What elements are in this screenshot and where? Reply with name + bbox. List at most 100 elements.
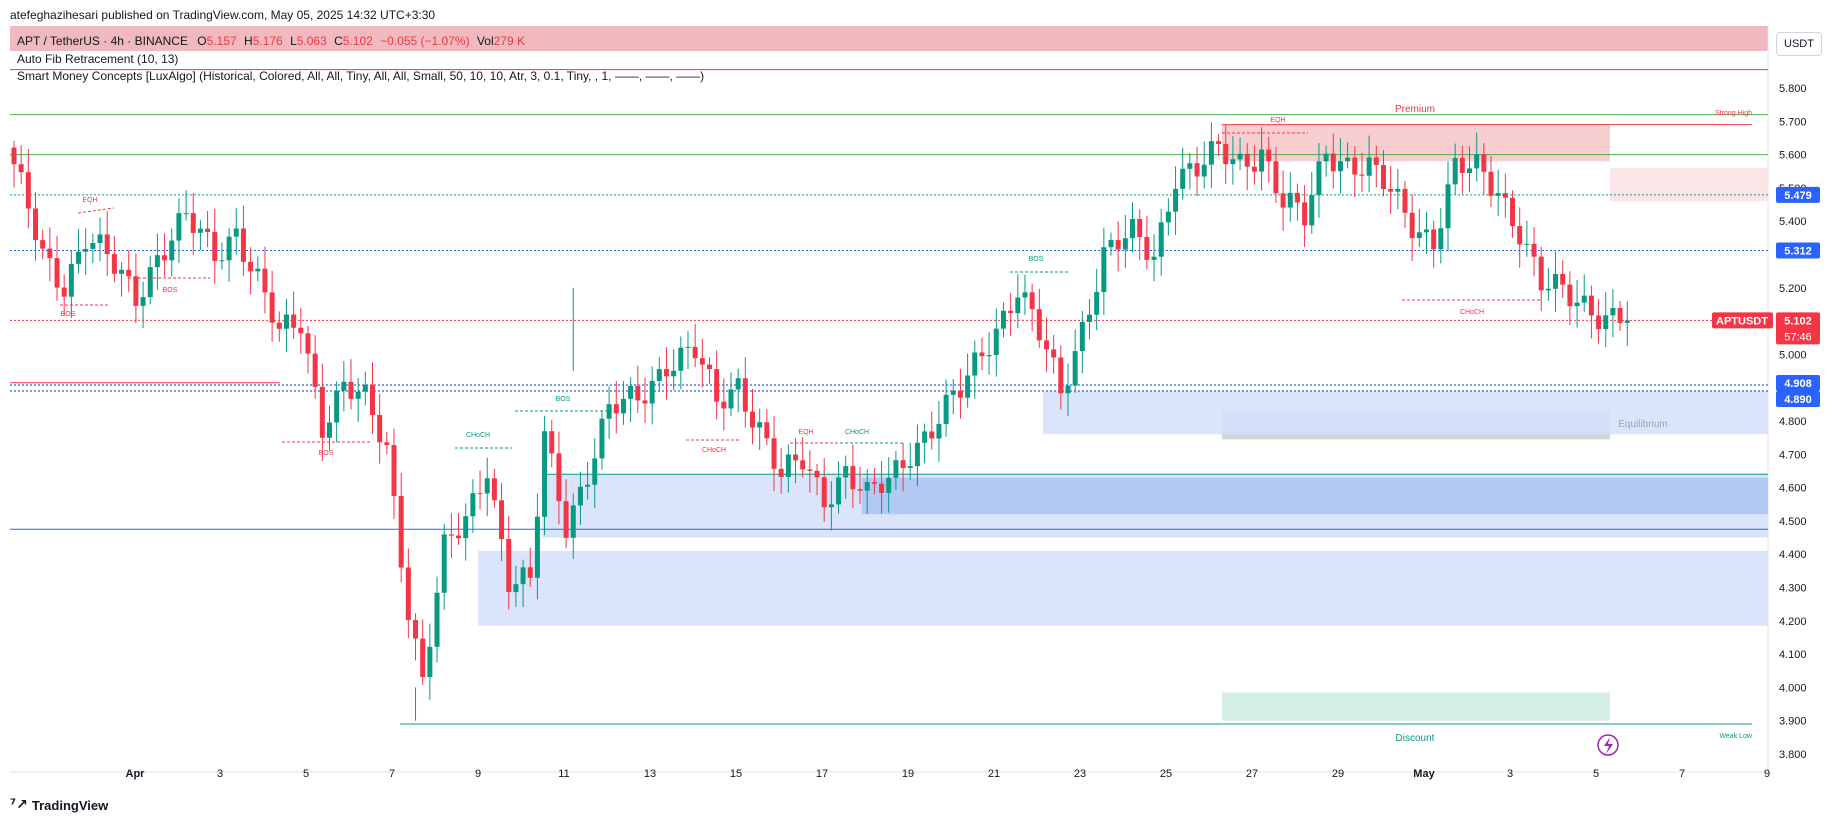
high-label: H — [244, 34, 253, 48]
candle-body — [871, 482, 877, 484]
time-tick: May — [1413, 768, 1435, 780]
candle — [499, 483, 505, 562]
candle-body — [1216, 141, 1222, 145]
candle-body — [613, 404, 619, 414]
zone-ob-4 — [478, 550, 1768, 626]
candle — [993, 308, 999, 377]
candle — [542, 415, 548, 536]
time-tick: 17 — [816, 768, 828, 780]
candle — [305, 325, 311, 374]
price-tick: 5.800 — [1779, 83, 1807, 95]
candle — [434, 576, 440, 663]
candle-body — [326, 422, 332, 438]
candle-body — [434, 592, 440, 647]
tradingview-logo[interactable]: ⁷↗ TradingView — [10, 797, 108, 813]
candle-body — [1237, 153, 1243, 160]
candle-body — [1553, 273, 1559, 289]
tradingview-logo-icon: ⁷↗ — [10, 797, 28, 813]
candle — [413, 613, 419, 661]
candle — [1058, 345, 1064, 410]
candle-body — [11, 147, 17, 165]
candle — [642, 377, 648, 423]
candle — [714, 350, 720, 420]
candle-body — [255, 268, 261, 272]
candle-body — [1251, 166, 1257, 172]
candle-body — [1467, 168, 1473, 173]
candle — [1151, 234, 1157, 282]
candle — [334, 381, 340, 443]
candle-body — [671, 370, 677, 377]
candle — [520, 559, 526, 608]
indicator-smc[interactable]: Smart Money Concepts [LuxAlgo] (Historic… — [17, 69, 705, 83]
candle — [398, 472, 404, 583]
candle-body — [47, 248, 53, 259]
candle-body — [628, 385, 634, 399]
candle — [879, 461, 885, 514]
candle — [312, 335, 318, 399]
candle — [1588, 285, 1594, 339]
candle — [1603, 292, 1609, 348]
candle — [262, 246, 268, 314]
candle — [1380, 149, 1386, 197]
candle-body — [147, 267, 153, 298]
candle — [391, 428, 397, 520]
candle — [240, 205, 246, 276]
candle — [1122, 214, 1128, 268]
candle-body — [1259, 149, 1265, 172]
candle-body — [1051, 349, 1057, 358]
candle-body — [850, 466, 856, 490]
candle-body — [728, 389, 734, 409]
candle — [692, 323, 698, 368]
symbol-legend[interactable]: APT / TetherUS · 4h · BINANCE O5.157 H5.… — [17, 34, 525, 48]
candle-body — [843, 466, 849, 478]
candle — [1345, 142, 1351, 169]
candle — [1596, 298, 1602, 344]
candle-body — [1610, 308, 1616, 316]
candle-body — [1294, 192, 1300, 203]
candle-body — [678, 347, 684, 371]
candle — [1423, 211, 1429, 254]
candle-body — [18, 164, 24, 173]
last-price-bg — [1776, 312, 1820, 345]
price-tick: 4.500 — [1779, 516, 1807, 528]
candle-body — [1596, 315, 1602, 330]
candle-body — [979, 352, 985, 357]
candle — [943, 379, 949, 437]
candle — [1402, 180, 1408, 228]
candle-body — [491, 478, 497, 501]
time-tick: 9 — [475, 768, 481, 780]
candle-body — [133, 276, 139, 306]
candle-body — [40, 240, 46, 249]
candle-body — [1416, 232, 1422, 239]
candle — [1574, 280, 1580, 328]
currency-unit-button[interactable]: USDT — [1776, 32, 1822, 56]
candle — [1237, 137, 1243, 171]
price-tag: 4.908 — [1784, 378, 1812, 390]
candle — [699, 338, 705, 388]
candle — [864, 469, 870, 514]
time-tick: 7 — [389, 768, 395, 780]
equilibrium-label: Equilibrium — [1618, 419, 1667, 430]
candle — [1273, 147, 1279, 203]
candle — [613, 380, 619, 434]
time-axis[interactable]: Apr 3 5 7 9 11 13 15 17 19 21 23 25 27 29 May 3 5 7 9 — [126, 768, 1771, 780]
candle — [1359, 152, 1365, 193]
candle — [685, 331, 691, 370]
candle — [1287, 172, 1293, 222]
candle-body — [1330, 153, 1336, 172]
candle — [907, 442, 913, 480]
candle-body — [1531, 243, 1537, 257]
candle-body — [25, 172, 31, 209]
candle — [1079, 310, 1085, 374]
candle — [119, 262, 125, 297]
candle-body — [1280, 193, 1286, 208]
price-tag: 5.479 — [1784, 190, 1812, 202]
candle-body — [226, 236, 232, 261]
candle-body — [1481, 154, 1487, 172]
candle-body — [1072, 351, 1078, 386]
indicator-fib[interactable]: Auto Fib Retracement (10, 13) — [17, 52, 179, 66]
candle — [484, 457, 490, 517]
price-axis[interactable]: 5.8005.7005.6005.5005.4005.3005.2005.100… — [1712, 83, 1820, 761]
price-tick: 4.700 — [1779, 449, 1807, 461]
